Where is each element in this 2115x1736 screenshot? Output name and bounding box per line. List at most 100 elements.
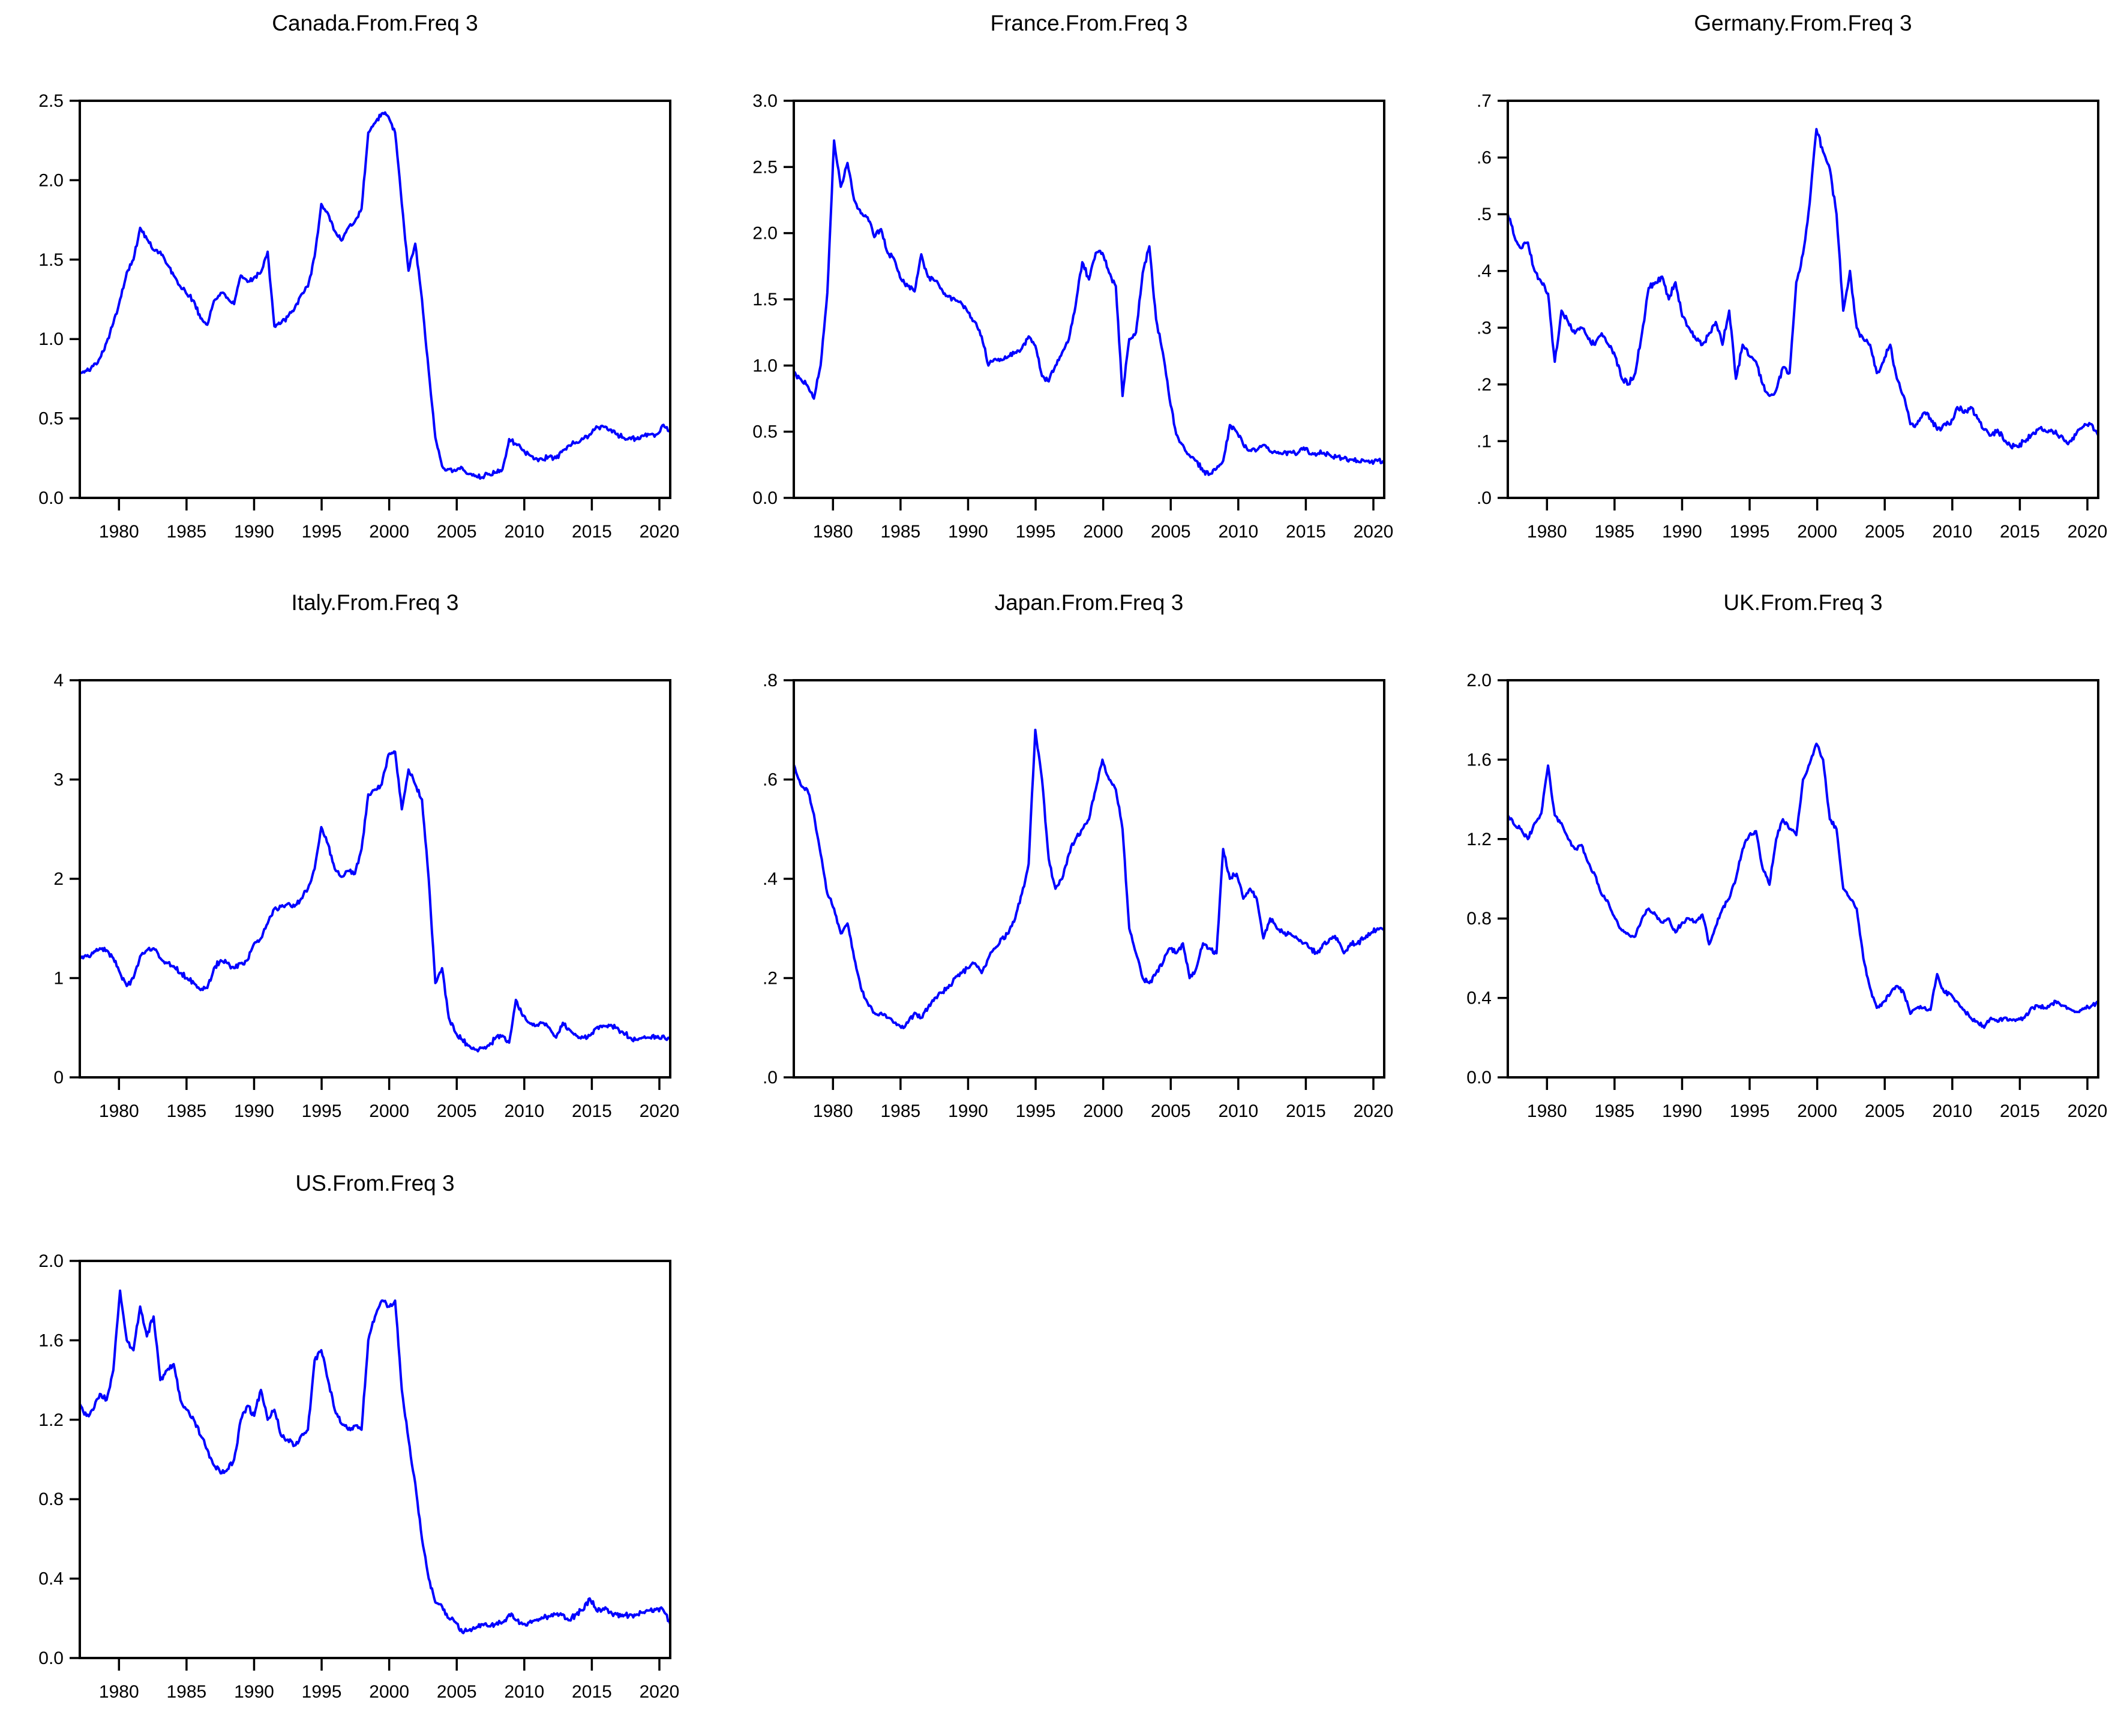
x-tick-label: 1980 (1527, 1101, 1567, 1121)
y-tick-label: .0 (1477, 488, 1492, 508)
series-line (1508, 128, 2098, 450)
x-tick-label: 2020 (1354, 522, 1394, 542)
x-tick-label: 1985 (167, 1682, 207, 1702)
x-tick-label: 2020 (2068, 522, 2108, 542)
y-tick-label: 2.0 (752, 224, 778, 244)
chart-title-germany: Germany.From.Freq 3 (1694, 11, 1912, 35)
y-tick-label: 3.0 (752, 91, 778, 111)
x-tick-label: 2010 (504, 522, 544, 542)
series-line (80, 750, 670, 1053)
x-tick-label: 2020 (640, 522, 680, 542)
y-tick-label: 2.0 (38, 1251, 64, 1271)
y-tick-label: 2.5 (752, 157, 778, 177)
x-tick-label: 2015 (1286, 1101, 1326, 1121)
y-tick-label: .2 (763, 969, 778, 989)
y-tick-label: .6 (1477, 148, 1492, 168)
plot-frame (79, 100, 671, 499)
x-tick-label: 2000 (369, 1682, 409, 1702)
x-tick-label: 2015 (572, 522, 612, 542)
y-tick-label: .7 (1477, 91, 1492, 111)
y-tick-label: 3 (53, 770, 64, 790)
chart-uk: UK.From.Freq 3 0.0 0.4 0.8 1.2 1.6 2.0 1980 198… (1428, 579, 2115, 1155)
plot-frame (793, 100, 1385, 499)
x-tick-label: 1985 (881, 522, 921, 542)
x-tick-label: 2000 (369, 1101, 409, 1121)
y-tick-label: .5 (1477, 205, 1492, 224)
series-line (80, 111, 670, 480)
x-tick-label: 2010 (504, 1101, 544, 1121)
y-tick-label: 0.5 (38, 409, 64, 429)
x-tick-label: 1990 (1662, 1101, 1702, 1121)
x-tick-label: 1990 (948, 1101, 988, 1121)
x-tick-label: 1980 (99, 1682, 139, 1702)
y-tick-label: .0 (763, 1068, 778, 1088)
y-tick-label: 0.4 (38, 1569, 64, 1589)
x-tick-label: 2005 (1151, 522, 1191, 542)
y-tick-label: 2.5 (38, 91, 64, 111)
x-tick-label: 2020 (640, 1682, 680, 1702)
y-tick-label: 2.0 (38, 170, 64, 190)
chart-title-us: US.From.Freq 3 (295, 1171, 455, 1196)
france-plot-area: 0.0 0.5 1.0 1.5 2.0 2.5 3.0 1980 1985 1990 1995 200… (752, 91, 1394, 542)
y-tick-label: 1.5 (38, 250, 64, 270)
y-tick-label: 1.0 (38, 329, 64, 349)
y-tick-label: .2 (1477, 375, 1492, 395)
chart-title-uk: UK.From.Freq 3 (1723, 590, 1883, 615)
chart-france: France.From.Freq 3 0.0 0.5 1.0 1.5 2.0 2.5 3.0… (714, 0, 1401, 576)
x-tick-label: 2005 (437, 522, 477, 542)
y-tick-label: 0.0 (752, 488, 778, 508)
us-plot-area: 0.0 0.4 0.8 1.2 1.6 2.0 1980 1985 1990 1995 2000 20… (38, 1251, 680, 1702)
x-tick-label: 1980 (813, 522, 853, 542)
x-tick-label: 1985 (1595, 522, 1635, 542)
x-tick-label: 1980 (1527, 522, 1567, 542)
y-tick-label: 0.0 (38, 1648, 64, 1668)
germany-plot-area: .0 .1 .2 .3 .4 .5 .6 .7 1980 1985 1990 1995 2000 2005… (1477, 91, 2108, 542)
uk-plot-area: 0.0 0.4 0.8 1.2 1.6 2.0 1980 1985 1990 1995 2000 20… (1466, 671, 2108, 1121)
x-tick-label: 2020 (1354, 1101, 1394, 1121)
x-tick-label: 1985 (1595, 1101, 1635, 1121)
chart-canada: Canada.From.Freq 3 0.0 0.5 1.0 1.5 2.0 2.5 198… (0, 0, 687, 576)
chart-germany: Germany.From.Freq 3 .0 .1 .2 .3 .4 .5 .6 .7 1980… (1428, 0, 2115, 576)
x-tick-label: 1980 (99, 1101, 139, 1121)
chart-title-france: France.From.Freq 3 (990, 11, 1188, 35)
x-tick-label: 2000 (1797, 1101, 1837, 1121)
y-tick-label: 0.8 (38, 1489, 64, 1509)
x-tick-label: 2015 (1286, 522, 1326, 542)
plot-frame (79, 679, 671, 1079)
y-tick-label: 0 (53, 1068, 64, 1088)
y-tick-label: 1.0 (752, 356, 778, 376)
y-tick-label: 2 (53, 869, 64, 889)
y-tick-label: 0.4 (1466, 989, 1492, 1008)
series-line (794, 139, 1384, 476)
x-tick-label: 2000 (1797, 522, 1837, 542)
y-tick-label: .3 (1477, 318, 1492, 338)
x-tick-label: 1995 (1016, 522, 1056, 542)
x-tick-label: 2010 (1932, 522, 1972, 542)
y-tick-label: 1.6 (1466, 750, 1492, 770)
x-tick-label: 2020 (2068, 1101, 2108, 1121)
y-tick-label: 0.8 (1466, 909, 1492, 929)
chart-us: US.From.Freq 3 0.0 0.4 0.8 1.2 1.6 2.0 1980 198… (0, 1160, 687, 1736)
x-tick-label: 2020 (640, 1101, 680, 1121)
x-tick-label: 2005 (437, 1101, 477, 1121)
x-tick-label: 2005 (437, 1682, 477, 1702)
x-tick-label: 1995 (1016, 1101, 1056, 1121)
x-tick-label: 2000 (369, 522, 409, 542)
x-tick-label: 1990 (234, 522, 274, 542)
x-tick-label: 1995 (302, 1682, 342, 1702)
y-tick-label: 1.2 (1466, 830, 1492, 849)
x-tick-label: 1990 (234, 1682, 274, 1702)
y-tick-label: 1.2 (38, 1410, 64, 1430)
plot-frame (793, 679, 1385, 1079)
x-tick-label: 1990 (948, 522, 988, 542)
chart-title-japan: Japan.From.Freq 3 (994, 590, 1184, 615)
y-tick-label: 1.6 (38, 1330, 64, 1350)
italy-plot-area: 0 1 2 3 4 1980 1985 1990 1995 2000 2005 2010 2015 202… (53, 671, 680, 1121)
y-tick-label: 0.0 (1466, 1068, 1492, 1088)
y-tick-label: 1.5 (752, 290, 778, 310)
y-tick-label: 1 (53, 969, 64, 989)
x-tick-label: 1985 (167, 1101, 207, 1121)
x-tick-label: 1985 (167, 522, 207, 542)
y-tick-label: 2.0 (1466, 671, 1492, 690)
x-tick-label: 2010 (1218, 1101, 1258, 1121)
